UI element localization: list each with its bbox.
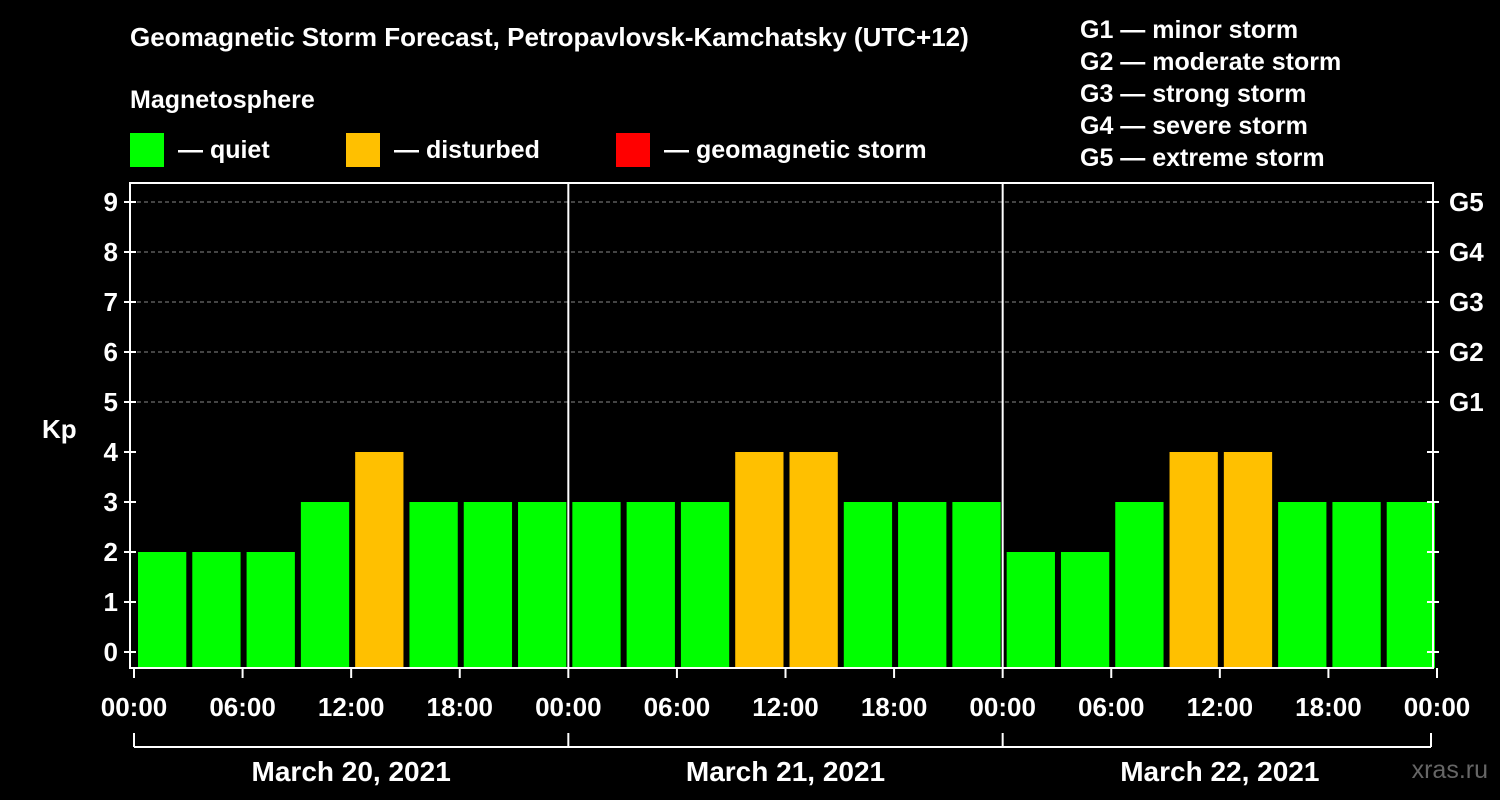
kp-bar <box>843 502 893 668</box>
kp-bar <box>246 552 295 668</box>
g-level-label: G3 <box>1449 287 1484 317</box>
x-tick-label: 06:00 <box>644 692 711 722</box>
x-tick-label: 00:00 <box>535 692 602 722</box>
legend-swatch-disturbed <box>346 133 380 167</box>
y-tick-label: 9 <box>104 187 118 217</box>
day-label: March 22, 2021 <box>1120 756 1319 787</box>
kp-bar <box>1060 552 1110 668</box>
day-label: March 20, 2021 <box>252 756 451 787</box>
legend-label-disturbed: — disturbed <box>394 135 540 164</box>
y-tick-label: 4 <box>104 437 119 467</box>
kp-bar <box>518 502 567 668</box>
kp-bar <box>1169 452 1218 668</box>
plot-frame <box>129 182 1434 669</box>
legend-item-storm: — geomagnetic storm <box>616 133 927 167</box>
x-tick-label: 12:00 <box>1187 692 1254 722</box>
kp-bar <box>572 502 621 668</box>
x-tick-label: 06:00 <box>1078 692 1145 722</box>
y-tick-label: 3 <box>104 487 118 517</box>
g-level-label: G1 <box>1449 387 1484 417</box>
storm-level-g1: G1 — minor storm <box>1080 16 1299 44</box>
kp-bar <box>952 502 1001 668</box>
legend-swatch-quiet <box>130 133 164 167</box>
storm-level-g3: G3 — strong storm <box>1080 80 1307 108</box>
g-level-label: G4 <box>1449 237 1484 267</box>
g-level-label: G5 <box>1449 187 1484 217</box>
y-tick-label: 2 <box>104 537 118 567</box>
watermark: xras.ru <box>1411 756 1488 784</box>
y-tick-label: 5 <box>104 387 118 417</box>
y-tick-label: 8 <box>104 237 118 267</box>
x-tick-label: 00:00 <box>101 692 168 722</box>
kp-bar <box>463 502 513 668</box>
kp-bar <box>138 552 187 668</box>
kp-bar <box>1006 552 1055 668</box>
storm-level-g5: G5 — extreme storm <box>1080 144 1325 172</box>
x-tick-label: 12:00 <box>318 692 385 722</box>
chart-title: Geomagnetic Storm Forecast, Petropavlovs… <box>130 22 969 52</box>
legend-item-disturbed: — disturbed <box>346 133 540 167</box>
x-tick-label: 06:00 <box>209 692 276 722</box>
legend-swatch-storm <box>616 133 650 167</box>
x-tick-label: 12:00 <box>752 692 819 722</box>
kp-bar <box>300 502 350 668</box>
kp-bar <box>735 452 784 668</box>
kp-bar <box>409 502 458 668</box>
y-axis-label: Kp <box>42 414 77 444</box>
kp-bar <box>898 502 947 668</box>
kp-bar <box>789 452 838 668</box>
storm-level-g2: G2 — moderate storm <box>1080 48 1342 76</box>
kp-bar <box>1115 502 1164 668</box>
kp-bar <box>680 502 730 668</box>
legend-label-storm: — geomagnetic storm <box>664 135 927 164</box>
kp-bar <box>1386 502 1435 668</box>
y-tick-label: 0 <box>104 637 118 667</box>
g-level-label: G2 <box>1449 337 1484 367</box>
day-label: March 21, 2021 <box>686 756 885 787</box>
kp-bar <box>192 552 241 668</box>
kp-bar <box>1332 502 1381 668</box>
x-tick-label: 00:00 <box>969 692 1036 722</box>
legend-item-quiet: — quiet <box>130 133 270 167</box>
y-tick-label: 7 <box>104 287 118 317</box>
kp-bar <box>1278 502 1327 668</box>
y-tick-label: 1 <box>104 587 118 617</box>
x-tick-label: 18:00 <box>427 692 494 722</box>
kp-bar <box>355 452 404 668</box>
kp-bar <box>1223 452 1273 668</box>
storm-level-g4: G4 — severe storm <box>1080 112 1308 140</box>
legend-title: Magnetosphere <box>130 86 315 114</box>
x-tick-label: 18:00 <box>1295 692 1362 722</box>
storm-level-list: G1 — minor storm G2 — moderate storm G3 … <box>1080 14 1341 174</box>
x-tick-label: 18:00 <box>861 692 928 722</box>
x-tick-label: 00:00 <box>1404 692 1471 722</box>
y-tick-label: 6 <box>104 337 118 367</box>
kp-bar <box>626 502 675 668</box>
legend-label-quiet: — quiet <box>178 135 270 164</box>
